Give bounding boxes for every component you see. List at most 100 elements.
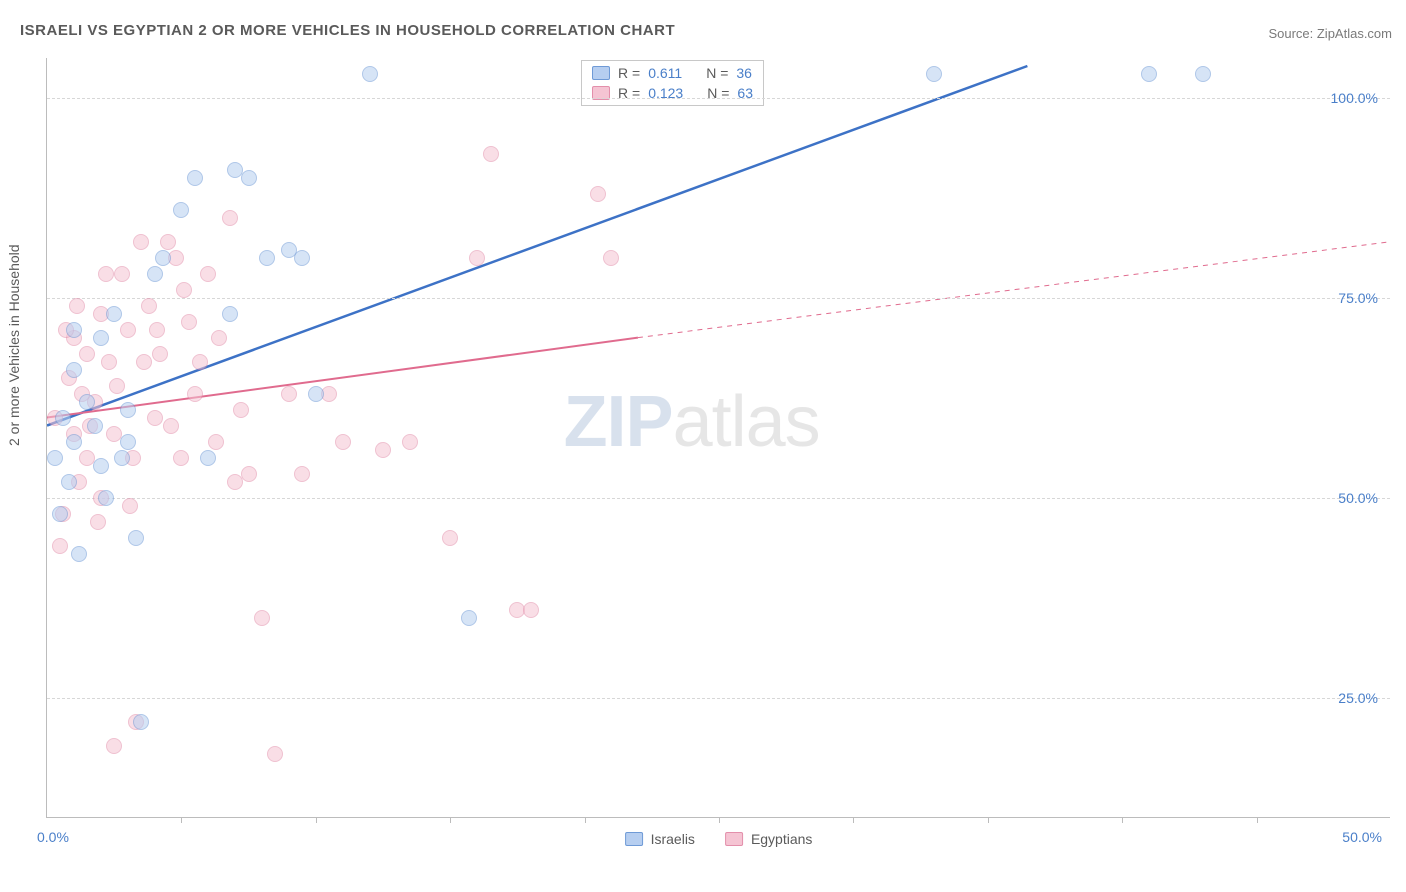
scatter-point [93, 458, 109, 474]
scatter-point [87, 418, 103, 434]
x-tick [181, 817, 182, 823]
legend-r-label: R = [618, 65, 640, 81]
scatter-point [926, 66, 942, 82]
scatter-point [133, 714, 149, 730]
x-tick [316, 817, 317, 823]
scatter-point [200, 450, 216, 466]
scatter-point [483, 146, 499, 162]
scatter-point [308, 386, 324, 402]
scatter-point [362, 66, 378, 82]
scatter-point [152, 346, 168, 362]
scatter-point [160, 234, 176, 250]
scatter-point [120, 322, 136, 338]
scatter-point [1195, 66, 1211, 82]
scatter-point [211, 330, 227, 346]
series-legend-item: Israelis [625, 831, 695, 847]
scatter-point [120, 434, 136, 450]
source-value: ZipAtlas.com [1317, 26, 1392, 41]
scatter-point [267, 746, 283, 762]
scatter-point [93, 330, 109, 346]
scatter-point [222, 210, 238, 226]
y-tick-label: 75.0% [1338, 290, 1378, 306]
scatter-point [66, 362, 82, 378]
x-tick [988, 817, 989, 823]
scatter-point [469, 250, 485, 266]
scatter-point [52, 538, 68, 554]
scatter-point [241, 466, 257, 482]
legend-swatch [725, 832, 743, 846]
gridline [47, 298, 1390, 299]
scatter-point [335, 434, 351, 450]
watermark-rest: atlas [673, 382, 820, 462]
y-tick-label: 100.0% [1331, 90, 1378, 106]
scatter-point [69, 298, 85, 314]
series-legend-item: Egyptians [725, 831, 812, 847]
scatter-point [71, 546, 87, 562]
scatter-point [281, 386, 297, 402]
legend-n-label: N = [706, 65, 728, 81]
legend-swatch [625, 832, 643, 846]
scatter-point [55, 410, 71, 426]
gridline [47, 698, 1390, 699]
series-legend: Israelis Egyptians [625, 831, 813, 847]
x-tick [853, 817, 854, 823]
scatter-point [79, 346, 95, 362]
correlation-legend: R =0.611N =36R =0.123N =63 [581, 60, 764, 106]
y-tick-label: 50.0% [1338, 490, 1378, 506]
scatter-point [259, 250, 275, 266]
scatter-point [141, 298, 157, 314]
scatter-point [187, 170, 203, 186]
scatter-point [294, 250, 310, 266]
scatter-point [114, 266, 130, 282]
scatter-point [1141, 66, 1157, 82]
series-legend-label: Israelis [651, 831, 695, 847]
scatter-point [147, 410, 163, 426]
watermark-text: ZIPatlas [564, 381, 820, 463]
scatter-point [122, 498, 138, 514]
legend-r-value: 0.611 [648, 65, 682, 81]
scatter-point [90, 514, 106, 530]
scatter-point [61, 474, 77, 490]
scatter-point [402, 434, 418, 450]
scatter-point [163, 418, 179, 434]
x-axis-min-label: 0.0% [37, 829, 69, 845]
series-legend-label: Egyptians [751, 831, 812, 847]
scatter-point [101, 354, 117, 370]
scatter-point [222, 306, 238, 322]
scatter-point [98, 490, 114, 506]
scatter-point [136, 354, 152, 370]
scatter-point [98, 266, 114, 282]
x-tick [719, 817, 720, 823]
scatter-point [176, 282, 192, 298]
scatter-point [192, 354, 208, 370]
legend-row: R =0.123N =63 [582, 83, 763, 103]
scatter-point [241, 170, 257, 186]
scatter-point [133, 234, 149, 250]
scatter-point [603, 250, 619, 266]
scatter-point [173, 202, 189, 218]
gridline [47, 498, 1390, 499]
scatter-point [461, 610, 477, 626]
scatter-point [128, 530, 144, 546]
watermark-bold: ZIP [564, 382, 673, 462]
x-tick [585, 817, 586, 823]
scatter-point [442, 530, 458, 546]
source-attribution: Source: ZipAtlas.com [1268, 26, 1392, 41]
scatter-point [294, 466, 310, 482]
scatter-point [114, 450, 130, 466]
scatter-point [47, 450, 63, 466]
y-axis-label: 2 or more Vehicles in Household [6, 244, 22, 446]
scatter-point [106, 306, 122, 322]
scatter-point [149, 322, 165, 338]
x-tick [450, 817, 451, 823]
x-tick [1257, 817, 1258, 823]
legend-swatch [592, 66, 610, 80]
scatter-point [173, 450, 189, 466]
x-axis-max-label: 50.0% [1342, 829, 1382, 845]
scatter-point [52, 506, 68, 522]
scatter-point [208, 434, 224, 450]
scatter-point [155, 250, 171, 266]
chart-title: ISRAELI VS EGYPTIAN 2 OR MORE VEHICLES I… [20, 22, 675, 39]
source-label: Source: [1268, 26, 1316, 41]
scatter-point [233, 402, 249, 418]
